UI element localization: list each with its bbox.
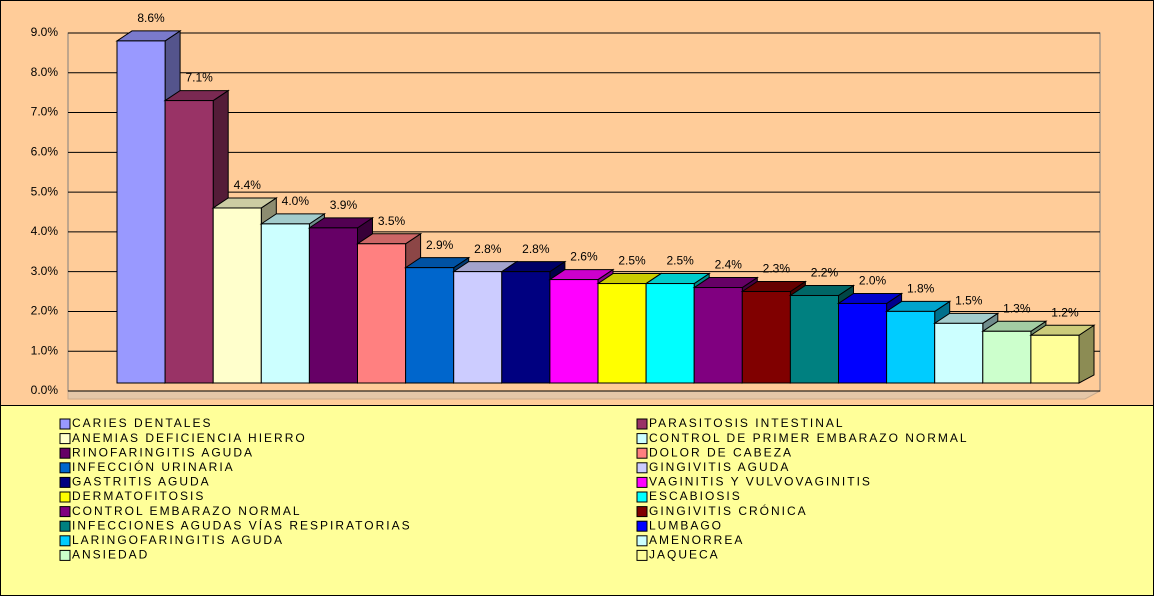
- legend-swatch: [636, 447, 648, 459]
- legend-swatch: [636, 549, 648, 561]
- y-tick-label: 4.0%: [31, 224, 59, 238]
- legend-label: GINGIVITIS AGUDA: [649, 460, 790, 474]
- legend-swatch: [59, 418, 71, 430]
- value-label: 2.2%: [811, 266, 839, 280]
- bar: [645, 283, 695, 384]
- y-tick-label: 6.0%: [31, 145, 59, 159]
- value-label: 2.5%: [618, 254, 646, 268]
- y-tick-label: 0.0%: [31, 383, 59, 397]
- bar: [1030, 334, 1080, 384]
- legend-label: INFECCIONES AGUDAS VÍAS RESPIRATORIAS: [72, 517, 412, 532]
- legend-swatch: [636, 462, 648, 474]
- value-label: 1.3%: [1003, 301, 1031, 315]
- bar: [405, 267, 455, 384]
- bar: [260, 223, 310, 384]
- legend-label: AMENORREA: [649, 533, 744, 547]
- legend-swatch: [59, 506, 71, 518]
- bar: [308, 227, 358, 384]
- bar: [212, 207, 262, 384]
- value-label: 1.5%: [955, 294, 983, 308]
- legend-label: DERMATOFITOSIS: [72, 489, 205, 503]
- value-label: 1.2%: [1051, 305, 1079, 319]
- y-tick-label: 3.0%: [31, 264, 59, 278]
- bar: [886, 310, 936, 384]
- value-label: 1.8%: [907, 282, 935, 296]
- bar: [982, 330, 1032, 384]
- legend-swatch: [59, 520, 71, 532]
- legend-label: LARINGOFARINGITIS AGUDA: [72, 533, 284, 547]
- legend-swatch: [636, 433, 648, 445]
- legend-label: CARIES DENTALES: [72, 416, 212, 430]
- legend-label: ESCABIOSIS: [649, 489, 742, 503]
- legend-label: CONTROL EMBARAZO NORMAL: [72, 504, 302, 518]
- legend-label: ANEMIAS DEFICIENCIA HIERRO: [72, 431, 307, 445]
- value-label: 2.8%: [522, 242, 550, 256]
- legend-swatch: [636, 506, 648, 518]
- legend-swatch: [636, 418, 648, 430]
- legend-swatch: [636, 491, 648, 503]
- y-tick-label: 7.0%: [31, 105, 59, 119]
- value-label: 3.5%: [378, 214, 406, 228]
- y-tick-label: 5.0%: [31, 184, 59, 198]
- value-label: 4.0%: [282, 194, 310, 208]
- legend-swatch: [59, 462, 71, 474]
- bar: [453, 271, 503, 384]
- bar: [357, 243, 407, 384]
- value-label: 2.5%: [666, 254, 694, 268]
- bar: [693, 287, 743, 384]
- legend-label: INFECCIÓN URINARIA: [72, 459, 235, 474]
- value-label: 3.9%: [330, 198, 358, 212]
- legend-label: JAQUECA: [649, 548, 720, 562]
- y-tick-label: 2.0%: [31, 304, 59, 318]
- legend-label: CONTROL DE PRIMER EMBARAZO NORMAL: [649, 431, 969, 445]
- bar: [116, 40, 166, 384]
- bar: [789, 294, 840, 384]
- value-label: 2.4%: [715, 258, 743, 272]
- bar: [549, 279, 599, 384]
- y-tick-label: 8.0%: [31, 65, 59, 79]
- y-tick-label: 9.0%: [31, 25, 59, 39]
- value-label: 2.6%: [570, 250, 598, 264]
- value-label: 8.6%: [137, 11, 165, 25]
- legend-label: DOLOR DE CABEZA: [649, 445, 793, 459]
- legend-swatch: [59, 549, 71, 561]
- floor: [67, 390, 1101, 400]
- legend-swatch: [636, 520, 648, 532]
- bar: [164, 100, 214, 384]
- bar: [597, 283, 647, 384]
- legend-label: PARASITOSIS INTESTINAL: [649, 416, 845, 430]
- legend-swatch: [59, 491, 71, 503]
- bar: [934, 322, 984, 384]
- legend-swatch: [59, 433, 71, 445]
- bar: [838, 302, 888, 384]
- bar: [741, 291, 791, 384]
- value-label: 2.9%: [426, 238, 454, 252]
- bar: [501, 271, 551, 384]
- legend-swatch: [636, 476, 648, 488]
- value-label: 4.4%: [234, 178, 262, 192]
- legend-label: RINOFARINGITIS AGUDA: [72, 445, 254, 459]
- legend-swatch: [636, 535, 648, 547]
- value-label: 2.0%: [859, 274, 887, 288]
- legend-swatch: [59, 447, 71, 459]
- legend-background: [0, 405, 1154, 596]
- y-tick-label: 1.0%: [31, 343, 59, 357]
- legend-label: ANSIEDAD: [72, 548, 149, 562]
- legend-swatch: [59, 535, 71, 547]
- legend-label: VAGINITIS Y VULVOVAGINITIS: [649, 475, 872, 489]
- legend-swatch: [59, 476, 71, 488]
- legend-label: LUMBAGO: [649, 518, 723, 532]
- value-label: 2.3%: [763, 262, 791, 276]
- legend-label: GINGIVITIS CRÓNICA: [649, 503, 808, 518]
- legend-label: GASTRITIS AGUDA: [72, 475, 211, 489]
- value-label: 7.1%: [185, 71, 213, 85]
- value-label: 2.8%: [474, 242, 502, 256]
